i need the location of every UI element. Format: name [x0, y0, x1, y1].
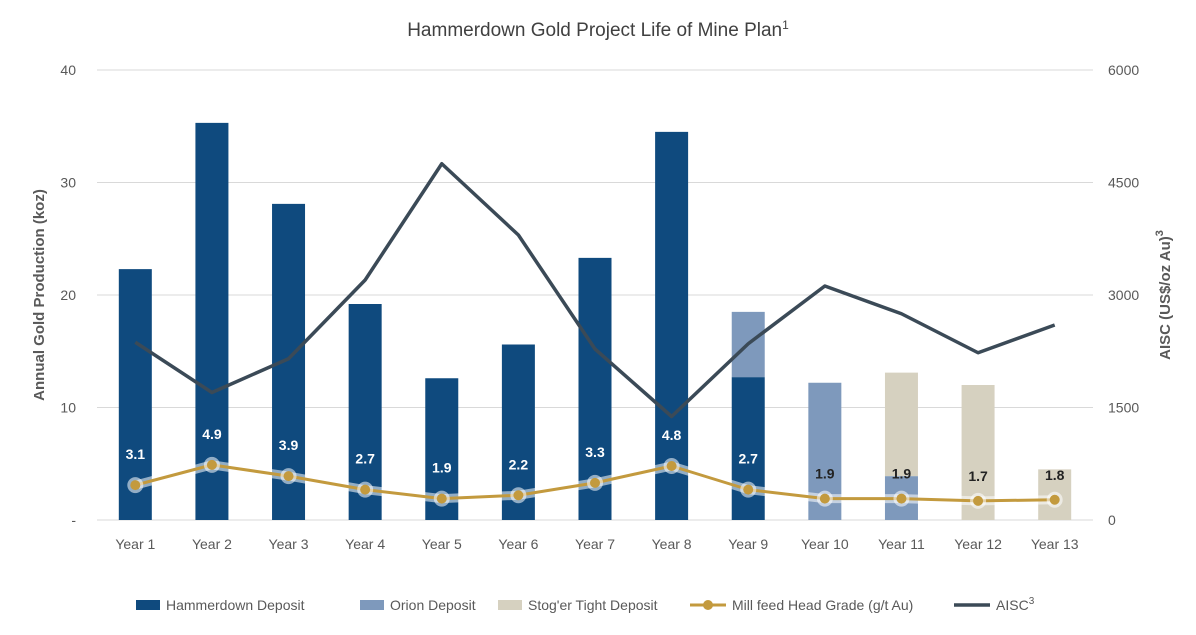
- legend-hammerdown: Hammerdown Deposit: [136, 597, 305, 613]
- legend-grade-label-text: Mill feed Head Grade (g/t Au): [732, 597, 913, 613]
- grade-data-label: 3.3: [585, 444, 605, 460]
- grade-point: [360, 484, 371, 495]
- grade-data-label: 4.8: [662, 427, 682, 443]
- grade-point: [436, 493, 447, 504]
- grade-point: [743, 484, 754, 495]
- x-tick-label: Year 10: [801, 536, 849, 552]
- grade-data-label: 2.7: [355, 451, 375, 467]
- x-tick-label: Year 7: [575, 536, 615, 552]
- legend-grade-marker: [703, 600, 713, 610]
- y2-tick-label: 1500: [1108, 400, 1139, 416]
- grade-data-label: 4.9: [202, 426, 222, 442]
- chart-title-text: Hammerdown Gold Project Life of Mine Pla…: [407, 20, 782, 41]
- grade-point: [973, 495, 984, 506]
- y-tick-label: -: [71, 512, 76, 528]
- x-tick-label: Year 12: [954, 536, 1002, 552]
- legend-orion-swatch: [360, 600, 384, 610]
- y-tick-label: 30: [60, 175, 76, 191]
- legend-aisc: AISC3: [954, 596, 1035, 613]
- grade-data-label: 3.1: [126, 446, 146, 462]
- grade-point: [896, 493, 907, 504]
- legend-stoger-label: Stog'er Tight Deposit: [528, 597, 658, 613]
- legend-grade-label: Mill feed Head Grade (g/t Au): [732, 597, 913, 613]
- grade-point: [513, 490, 524, 501]
- aisc-line: [134, 162, 1056, 419]
- grade-data-label: 2.2: [509, 456, 529, 472]
- grade-point: [590, 477, 600, 488]
- bar-hammerdown: [655, 131, 689, 520]
- bar-hammerdown: [195, 122, 229, 520]
- legend-stoger: Stog'er Tight Deposit: [498, 597, 658, 613]
- y-axis-title: Annual Gold Production (koz): [31, 189, 48, 401]
- grade-data-label: 1.9: [892, 466, 912, 482]
- y2-tick-label: 6000: [1108, 62, 1139, 78]
- grade-data-label: 1.8: [1045, 467, 1065, 483]
- y2-tick-label: 4500: [1108, 175, 1139, 191]
- grade-data-label: 1.9: [815, 466, 835, 482]
- grade-point: [283, 471, 294, 482]
- x-tick-label: Year 9: [728, 536, 768, 552]
- bar-stoger: [884, 372, 918, 477]
- legend-aisc-label-superscript: 3: [1029, 596, 1035, 607]
- data-labels: 3.1 4.9 3.9 2.7 1.9 2.2 3.3 4.8 2.7 1.9 1.9 1.7 1.8: [126, 426, 1065, 484]
- legend-hammerdown-label-text: Hammerdown Deposit: [166, 597, 305, 613]
- y2-axis-title: AISC (US$/oz Au)3: [1154, 230, 1174, 360]
- x-tick-label: Year 6: [498, 536, 538, 552]
- legend: Hammerdown Deposit Orion Deposit Stog'er T…: [136, 596, 1035, 613]
- legend-orion-label: Orion Deposit: [390, 597, 476, 613]
- y2-tick-label: 0: [1108, 512, 1116, 528]
- axes: - 10 20 30 40 0 1500 3000 4500 6000 Year 1 Year 2 Ye…: [60, 62, 1139, 552]
- x-tick-label: Year 1: [115, 536, 155, 552]
- lines: [127, 162, 1063, 509]
- grade-point: [666, 461, 677, 471]
- x-tick-label: Year 3: [269, 536, 309, 552]
- x-tick-label: Year 8: [652, 536, 692, 552]
- y2-axis-title-text: AISC (US$/oz Au): [1157, 236, 1174, 360]
- legend-aisc-label: AISC3: [996, 596, 1035, 613]
- bar-hammerdown: [731, 377, 765, 520]
- grade-point: [819, 493, 830, 504]
- chart-title: Hammerdown Gold Project Life of Mine Pla…: [407, 18, 789, 41]
- legend-stoger-swatch: [498, 600, 522, 610]
- y-tick-label: 40: [60, 62, 76, 78]
- chart-title-superscript: 1: [782, 18, 789, 32]
- x-tick-label: Year 5: [422, 536, 462, 552]
- y2-axis-title-superscript: 3: [1154, 230, 1166, 236]
- legend-hammerdown-swatch: [136, 600, 160, 610]
- legend-grade: Mill feed Head Grade (g/t Au): [690, 597, 913, 613]
- x-tick-label: Year 11: [878, 536, 925, 552]
- x-tick-label: Year 2: [192, 536, 232, 552]
- grade-data-label: 2.7: [738, 451, 758, 467]
- grade-point: [206, 459, 217, 470]
- grade-point: [130, 480, 141, 491]
- grade-point: [1049, 494, 1060, 505]
- grade-data-label: 3.9: [279, 437, 299, 453]
- legend-aisc-label-text: AISC: [996, 597, 1029, 613]
- y-tick-label: 10: [60, 400, 76, 416]
- x-tick-label: Year 4: [345, 536, 385, 552]
- legend-hammerdown-label: Hammerdown Deposit: [166, 597, 305, 613]
- y2-tick-label: 3000: [1108, 287, 1139, 303]
- legend-orion-label-text: Orion Deposit: [390, 597, 476, 613]
- grade-data-label: 1.9: [432, 460, 452, 476]
- x-tick-label: Year 13: [1031, 536, 1079, 552]
- legend-stoger-label-text: Stog'er Tight Deposit: [528, 597, 658, 613]
- y-tick-label: 20: [60, 287, 76, 303]
- legend-orion: Orion Deposit: [360, 597, 476, 613]
- grade-data-label: 1.7: [968, 468, 988, 484]
